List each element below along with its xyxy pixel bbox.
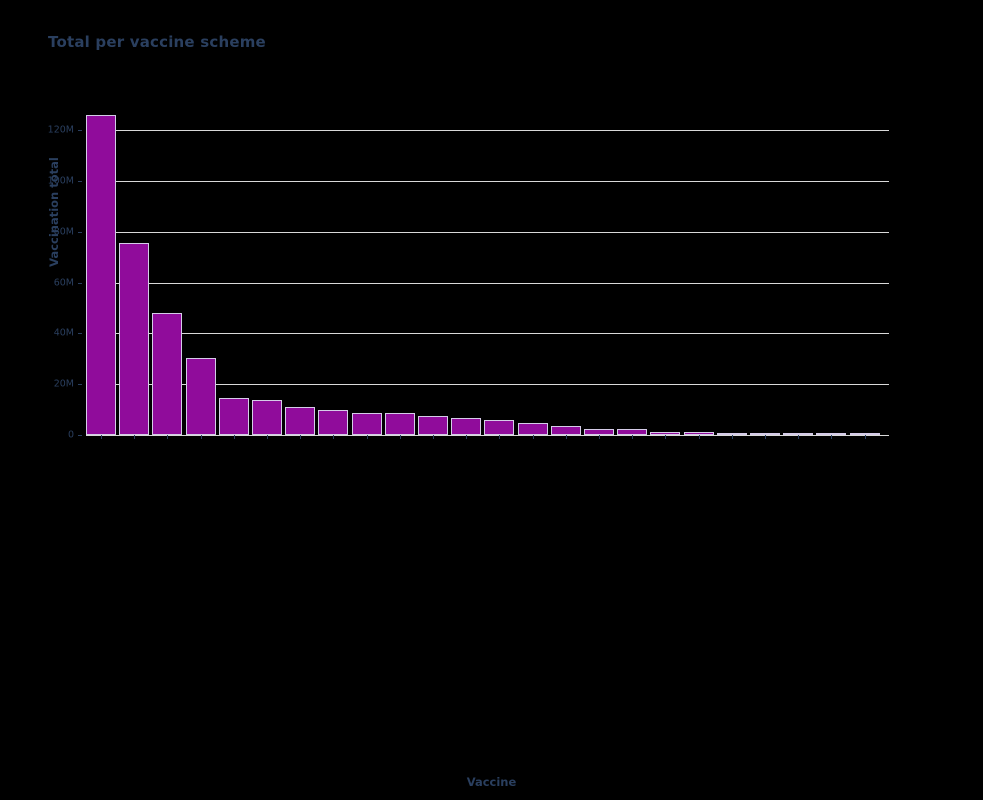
x-tick-mark xyxy=(267,435,268,439)
y-tick-label: 60M xyxy=(53,277,74,289)
bar[interactable] xyxy=(617,428,648,435)
bar[interactable] xyxy=(86,115,116,435)
y-tick-label: 40M xyxy=(53,327,74,339)
y-tick-mark xyxy=(78,435,82,436)
y-tick-mark xyxy=(78,130,82,132)
x-tick-mark xyxy=(233,435,235,439)
x-axis-title: Vaccine xyxy=(466,775,517,789)
y-tick-mark xyxy=(78,333,82,335)
y-tick-mark xyxy=(78,181,82,183)
x-tick-mark xyxy=(798,435,800,439)
bar[interactable] xyxy=(285,406,316,435)
x-tick-mark xyxy=(765,435,766,439)
x-axis-baseline xyxy=(86,435,889,436)
bar[interactable] xyxy=(783,433,814,435)
x-tick-mark xyxy=(565,435,567,439)
bar[interactable] xyxy=(517,422,548,435)
x-tick-mark xyxy=(632,435,634,439)
gridline xyxy=(86,130,889,132)
x-tick-mark xyxy=(599,435,600,439)
bar[interactable] xyxy=(351,412,382,435)
bar[interactable] xyxy=(683,432,714,435)
y-tick-label: 80M xyxy=(53,226,74,238)
bar[interactable] xyxy=(119,243,150,435)
x-tick-mark xyxy=(366,435,368,439)
x-tick-mark xyxy=(499,435,501,439)
x-axis-ticks xyxy=(86,435,889,445)
bar[interactable] xyxy=(318,409,349,435)
x-tick-mark xyxy=(665,435,667,439)
x-tick-mark xyxy=(532,435,534,439)
bar[interactable] xyxy=(384,413,415,435)
x-tick-mark xyxy=(433,435,434,439)
x-tick-mark xyxy=(831,435,833,439)
x-tick-mark xyxy=(466,435,468,439)
bar[interactable] xyxy=(816,433,847,435)
x-tick-mark xyxy=(134,435,136,439)
gridline xyxy=(86,181,889,183)
chart-title: Total per vaccine scheme xyxy=(48,33,266,51)
bar[interactable] xyxy=(849,433,880,435)
y-tick-mark xyxy=(78,384,82,386)
bar[interactable] xyxy=(584,428,614,435)
x-tick-mark xyxy=(101,435,102,439)
bar[interactable] xyxy=(550,426,581,435)
bar[interactable] xyxy=(152,313,183,435)
bar[interactable] xyxy=(750,433,780,435)
y-axis-ticks: 0 20M 40M 60M 80M 100M 120M xyxy=(0,110,82,441)
bar[interactable] xyxy=(484,419,515,435)
gridline xyxy=(86,384,889,386)
bar[interactable] xyxy=(185,357,216,435)
bar[interactable] xyxy=(650,431,681,435)
x-tick-mark xyxy=(864,435,866,439)
x-tick-mark xyxy=(200,435,202,439)
plot-area xyxy=(86,110,889,436)
x-tick-mark xyxy=(333,435,335,439)
x-tick-mark xyxy=(731,435,733,439)
bar[interactable] xyxy=(451,417,482,435)
bar[interactable] xyxy=(218,397,249,435)
y-tick-mark xyxy=(78,231,82,233)
y-tick-mark xyxy=(78,282,82,284)
x-tick-mark xyxy=(698,435,700,439)
gridline xyxy=(86,333,889,335)
bar[interactable] xyxy=(252,400,282,435)
x-tick-mark xyxy=(300,435,302,439)
y-tick-label: 100M xyxy=(47,175,74,187)
y-tick-label: 20M xyxy=(53,378,74,390)
y-tick-label: 120M xyxy=(47,124,74,136)
bar[interactable] xyxy=(716,433,747,435)
gridline xyxy=(86,282,889,284)
bar[interactable] xyxy=(418,415,448,435)
gridline xyxy=(86,231,889,233)
x-tick-mark xyxy=(167,435,169,439)
x-tick-mark xyxy=(399,435,401,439)
y-tick-label: 0 xyxy=(67,429,74,441)
